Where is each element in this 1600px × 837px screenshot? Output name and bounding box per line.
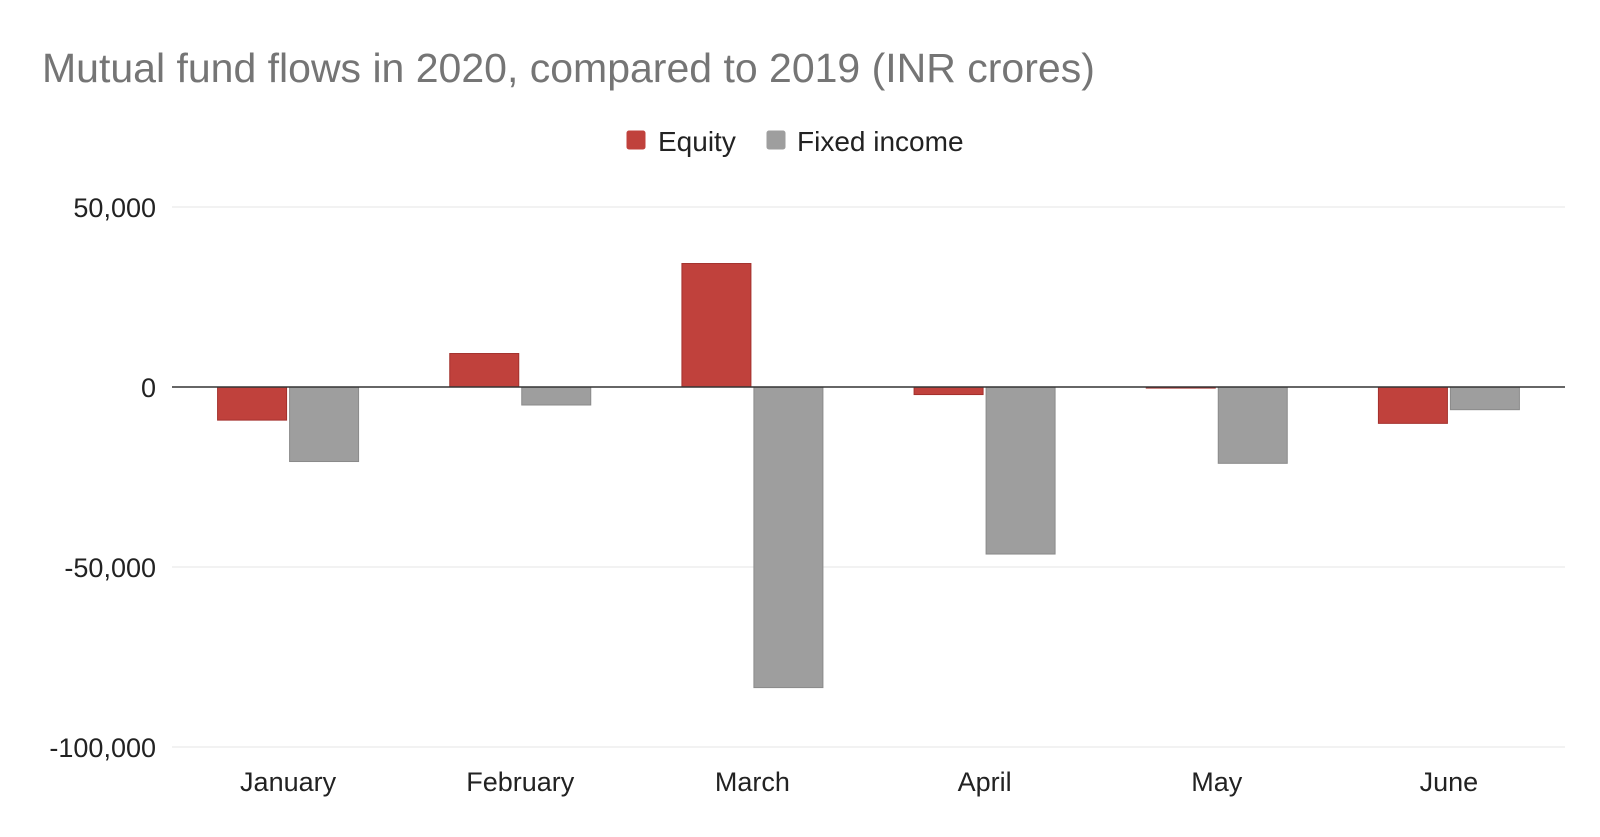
bar-equity-january: [217, 386, 288, 421]
bar-fixed-income-april: [985, 386, 1056, 555]
legend-swatch-fixed-income: [766, 130, 786, 150]
legend-label-fixed-income: Fixed income: [797, 126, 964, 157]
bar-fixed-income-january: [289, 386, 360, 463]
x-tick-label: February: [466, 767, 575, 797]
y-tick-label: -100,000: [49, 733, 156, 763]
x-tick-label: March: [715, 767, 790, 797]
legend-label-equity: Equity: [658, 126, 736, 157]
bar-fixed-income-march: [753, 386, 824, 689]
y-axis-ticks: 50,000 0 -50,000 -100,000: [49, 193, 156, 763]
bar-equity-february: [449, 353, 520, 388]
y-tick-label: 50,000: [73, 193, 156, 223]
legend-swatch-equity: [626, 130, 646, 150]
x-axis-ticks: January February March April May June: [240, 767, 1478, 797]
bar-equity-march: [681, 263, 752, 388]
y-tick-label: -50,000: [64, 553, 156, 583]
chart-title: Mutual fund flows in 2020, compared to 2…: [42, 45, 1095, 91]
gridlines: [172, 206, 1565, 748]
bar-fixed-income-february: [521, 386, 592, 406]
bar-fixed-income-june: [1449, 386, 1520, 411]
x-tick-label: June: [1420, 767, 1479, 797]
x-tick-label: January: [240, 767, 337, 797]
x-tick-label: April: [958, 767, 1012, 797]
bars: [217, 263, 1520, 689]
x-tick-label: May: [1191, 767, 1243, 797]
bar-equity-june: [1377, 386, 1448, 424]
legend: Equity Fixed income: [626, 126, 964, 157]
bar-equity-april: [913, 386, 984, 396]
bar-fixed-income-may: [1217, 386, 1288, 464]
y-tick-label: 0: [141, 373, 156, 403]
